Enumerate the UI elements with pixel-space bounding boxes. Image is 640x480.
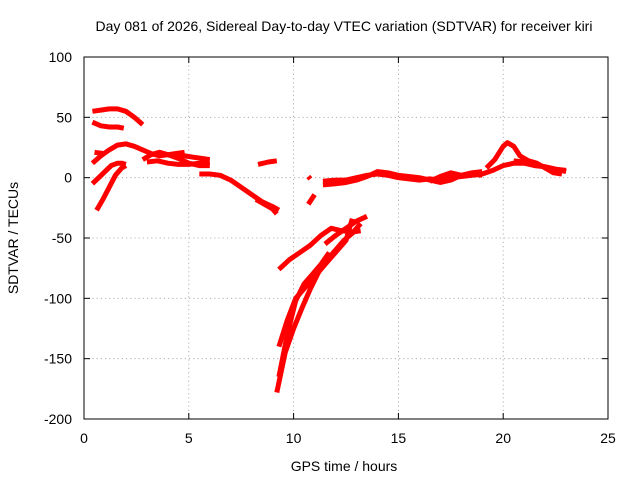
data-series-5 xyxy=(94,163,128,212)
x-tick-label: 15 xyxy=(391,430,407,446)
data-series-19 xyxy=(306,174,313,181)
data-series-12 xyxy=(257,158,278,167)
data-series-11 xyxy=(254,197,279,216)
x-tick-label: 25 xyxy=(600,430,616,446)
x-tick-label: 10 xyxy=(286,430,302,446)
x-tick-label: 5 xyxy=(185,430,193,446)
y-tick-label: -50 xyxy=(52,230,72,246)
data-series-21 xyxy=(322,169,483,188)
y-tick-label: -150 xyxy=(44,351,72,367)
y-tick-label: -200 xyxy=(44,411,72,427)
data-series-4 xyxy=(90,160,127,186)
x-tick-label: 20 xyxy=(495,430,511,446)
data-series-6 xyxy=(94,149,104,156)
y-tick-label: 50 xyxy=(56,109,72,125)
data-series-8 xyxy=(146,158,211,167)
grid xyxy=(84,57,608,419)
chart-title: Day 081 of 2026, Sidereal Day-to-day VTE… xyxy=(96,18,593,34)
x-axis-label: GPS time / hours xyxy=(291,458,398,474)
data-series-1 xyxy=(92,106,145,127)
data-series-22 xyxy=(428,170,483,184)
data-series-layer xyxy=(90,106,567,394)
y-tick-label: -100 xyxy=(44,290,72,306)
y-tick-label: 0 xyxy=(64,170,72,186)
data-series-15 xyxy=(276,251,332,378)
data-series-2 xyxy=(91,119,125,131)
data-series-18 xyxy=(306,193,317,206)
x-tick-label: 0 xyxy=(80,430,88,446)
data-series-24 xyxy=(513,158,567,173)
y-axis-label: SDTVAR / TECUs xyxy=(5,182,21,294)
y-tick-label: 100 xyxy=(49,49,73,65)
data-series-9 xyxy=(175,149,185,156)
data-series-17 xyxy=(323,214,369,246)
data-series-16 xyxy=(276,218,355,348)
axis-ticks: 0 5 10 15 20 25 100 50 0 -50 -100 -150 -200 xyxy=(44,49,616,446)
